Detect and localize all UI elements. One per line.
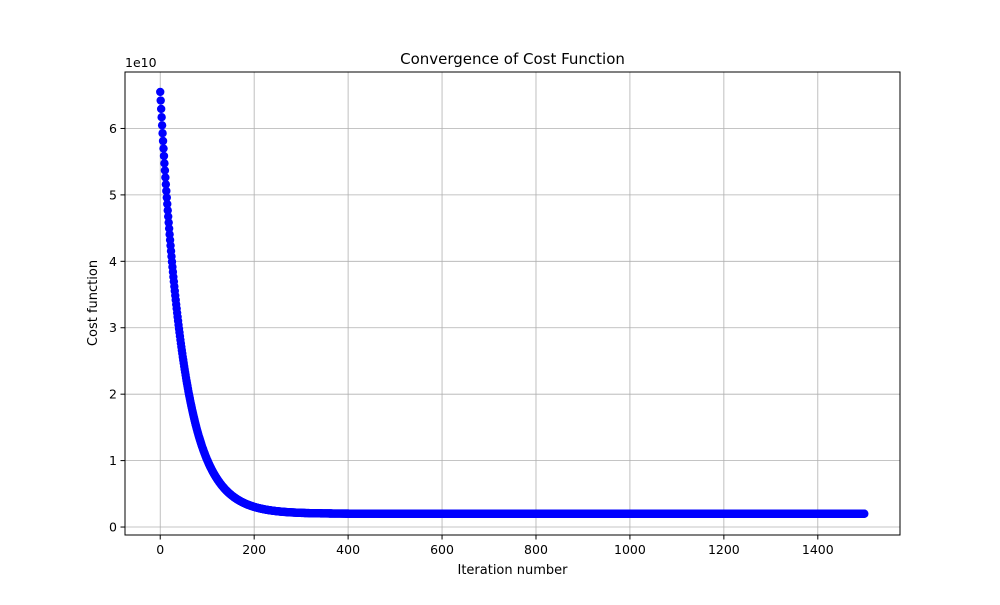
points-layer [156, 87, 869, 518]
axes-frame [124, 71, 901, 536]
data-point [160, 166, 170, 175]
data-point [160, 159, 169, 168]
data-point [161, 180, 171, 189]
axes-frame-layer [124, 71, 901, 536]
data-point [159, 144, 168, 153]
y-axis-title: Cost function [86, 260, 101, 346]
data-point [163, 199, 172, 209]
y-tick-label: 2 [109, 387, 117, 402]
data-point [156, 104, 166, 114]
x-tick-label: 0 [156, 542, 164, 557]
x-tick-label: 400 [336, 542, 360, 557]
y-tick-label: 3 [109, 320, 117, 335]
y-tick-label: 4 [109, 254, 117, 269]
data-point [158, 129, 167, 138]
plot-background-layer [125, 72, 900, 535]
data-point [860, 509, 869, 518]
data-point [161, 173, 170, 182]
x-tick-label: 600 [430, 542, 454, 557]
x-axis-title: Iteration number [457, 563, 568, 578]
y-tick-label: 0 [109, 520, 117, 535]
data-point [156, 87, 165, 97]
data-point [159, 151, 169, 161]
data-point [158, 136, 168, 146]
data-point [156, 96, 165, 105]
y-tick-label: 5 [109, 187, 117, 202]
data-point [157, 121, 167, 130]
chart-title: Convergence of Cost Function [400, 50, 625, 68]
grid-layer [125, 72, 900, 535]
x-tick-label: 200 [242, 542, 266, 557]
data-point [163, 206, 172, 215]
data-point [162, 186, 171, 196]
x-tick-label: 800 [524, 542, 548, 557]
x-tick-label: 1200 [708, 542, 740, 557]
data-point [157, 113, 166, 122]
y-tick-label: 1 [109, 453, 117, 468]
plot-area [125, 72, 900, 535]
ticks-layer: 0 200 400 600 800 1000 1200 1400 0 1 2 3 4 5 6 [109, 121, 834, 557]
y-tick-label: 6 [109, 121, 117, 136]
data-point [162, 193, 171, 202]
data-point [164, 212, 173, 221]
y-axis-offset-label: 1e10 [125, 55, 157, 70]
x-tick-label: 1400 [802, 542, 834, 557]
x-tick-label: 1000 [614, 542, 646, 557]
